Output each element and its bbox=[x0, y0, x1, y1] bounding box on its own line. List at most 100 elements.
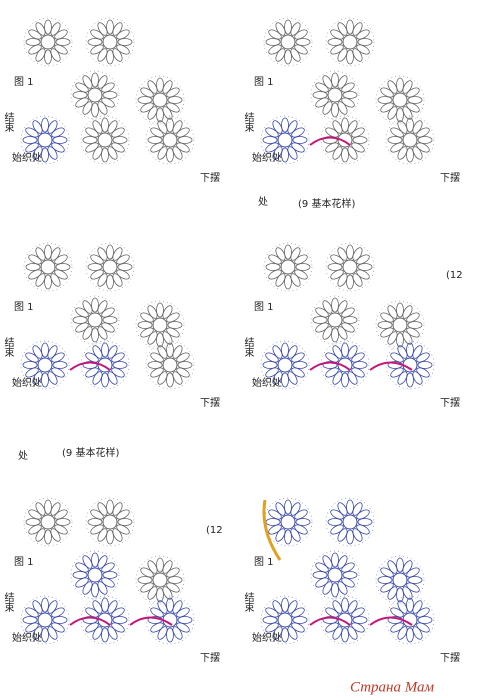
petal bbox=[91, 72, 99, 88]
petal bbox=[265, 127, 279, 138]
petal bbox=[396, 302, 404, 318]
petal bbox=[295, 518, 311, 526]
petal bbox=[327, 38, 343, 46]
end-label: 结束 bbox=[2, 111, 14, 133]
petal bbox=[162, 560, 173, 574]
petal bbox=[92, 146, 103, 160]
petal bbox=[92, 626, 103, 640]
petal bbox=[331, 582, 339, 598]
petal bbox=[341, 562, 355, 573]
petal bbox=[315, 577, 329, 588]
petal bbox=[397, 371, 408, 385]
join-line bbox=[309, 616, 351, 626]
petal bbox=[25, 127, 39, 138]
hem-label: 下摆 bbox=[200, 651, 220, 664]
petal bbox=[137, 321, 153, 329]
petal bbox=[330, 509, 344, 520]
petal bbox=[330, 524, 344, 535]
petal bbox=[25, 607, 39, 618]
flower-center bbox=[37, 132, 53, 148]
petal bbox=[290, 528, 301, 542]
petal bbox=[156, 107, 164, 123]
petal bbox=[97, 528, 108, 542]
petal bbox=[262, 361, 278, 369]
petal bbox=[390, 142, 404, 153]
petal bbox=[265, 518, 281, 526]
petal bbox=[91, 582, 99, 598]
petal bbox=[275, 48, 286, 62]
petal bbox=[50, 502, 61, 516]
petal bbox=[265, 622, 279, 633]
petal bbox=[325, 367, 339, 378]
petal bbox=[82, 136, 98, 144]
petal bbox=[387, 560, 398, 574]
join-line bbox=[309, 361, 351, 371]
petal bbox=[177, 616, 193, 624]
petal bbox=[112, 616, 128, 624]
petal bbox=[22, 361, 38, 369]
petal bbox=[101, 577, 115, 588]
petal bbox=[390, 622, 404, 633]
petal bbox=[54, 524, 68, 535]
petal bbox=[268, 29, 282, 40]
petal bbox=[41, 597, 49, 613]
petal bbox=[32, 345, 43, 359]
flower-edge bbox=[263, 17, 313, 67]
petal bbox=[380, 582, 394, 593]
petal bbox=[330, 269, 344, 280]
petal bbox=[25, 263, 41, 271]
petal bbox=[106, 244, 114, 260]
petal bbox=[92, 371, 103, 385]
flower-center bbox=[280, 514, 296, 530]
flower-center bbox=[37, 357, 53, 373]
end-label: 结束 bbox=[242, 336, 254, 358]
petal bbox=[275, 502, 286, 516]
petal bbox=[107, 371, 118, 385]
petal bbox=[396, 77, 404, 93]
petal bbox=[101, 117, 109, 133]
petal bbox=[342, 91, 358, 99]
petal bbox=[166, 87, 180, 98]
petal bbox=[416, 127, 430, 138]
petal bbox=[44, 19, 52, 35]
flower-edge bbox=[70, 295, 120, 345]
petal bbox=[87, 263, 103, 271]
petal bbox=[92, 345, 103, 359]
petal bbox=[111, 607, 125, 618]
petal bbox=[291, 607, 305, 618]
petal bbox=[295, 263, 311, 271]
flower-edge bbox=[320, 115, 370, 165]
flower-edge bbox=[20, 340, 70, 390]
petal bbox=[75, 82, 89, 93]
petal bbox=[322, 326, 333, 340]
petal bbox=[150, 127, 164, 138]
petal bbox=[172, 371, 183, 385]
caption: (9 基本花样) bbox=[62, 446, 119, 459]
petal bbox=[101, 342, 109, 358]
petal bbox=[294, 44, 308, 55]
petal bbox=[166, 327, 180, 338]
end-label: 结束 bbox=[2, 336, 14, 358]
petal bbox=[390, 352, 404, 363]
petal bbox=[351, 367, 365, 378]
petal bbox=[265, 352, 279, 363]
petal bbox=[380, 327, 394, 338]
petal bbox=[292, 361, 308, 369]
petal bbox=[380, 567, 394, 578]
petal bbox=[50, 22, 61, 36]
petal bbox=[272, 345, 283, 359]
petal bbox=[177, 361, 193, 369]
petal bbox=[322, 101, 333, 115]
flower-center bbox=[327, 87, 343, 103]
petal bbox=[412, 626, 423, 640]
petal bbox=[406, 342, 414, 358]
petal bbox=[332, 146, 343, 160]
petal bbox=[85, 607, 99, 618]
petal bbox=[281, 372, 289, 388]
petal bbox=[268, 509, 282, 520]
petal bbox=[352, 273, 363, 287]
petal bbox=[356, 269, 370, 280]
petal bbox=[97, 555, 108, 569]
caption-mark: 处 bbox=[18, 450, 28, 462]
